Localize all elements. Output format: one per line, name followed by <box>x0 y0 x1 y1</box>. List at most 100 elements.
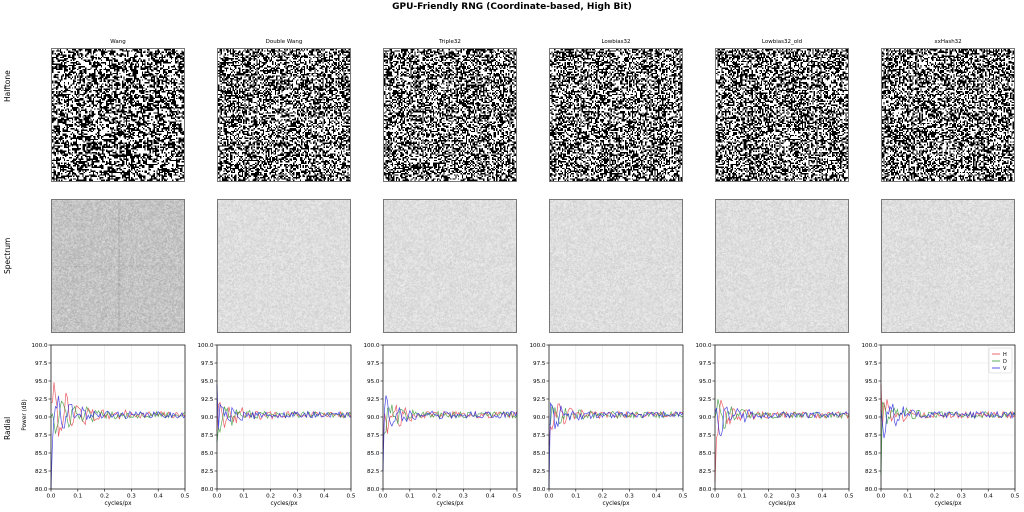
y-tick-label: 100.0 <box>31 343 47 349</box>
plot-frame <box>880 344 1016 490</box>
x-axis-label: cycles/px <box>602 501 630 507</box>
y-tick-label: 95.0 <box>35 379 48 385</box>
x-tick-label: 0.5 <box>1011 494 1020 500</box>
x-tick-label: 0.3 <box>127 494 136 500</box>
x-axis-label: cycles/px <box>270 501 298 507</box>
plot-frame <box>216 344 352 490</box>
y-tick-label: 85.0 <box>367 451 380 457</box>
y-tick-label: 87.5 <box>865 433 878 439</box>
column-title-double-wang: Double Wang <box>265 39 303 45</box>
radial-plot: 80.0 82.5 85.0 87.5 90.0 92.5 95.0 97.5 100.0 0.0… <box>197 343 355 507</box>
radial-plot: 80.0 82.5 85.0 87.5 90.0 92.5 95.0 97.5 100.0 0.0… <box>22 343 190 507</box>
x-tick-label: 0.4 <box>984 494 993 500</box>
y-tick-label: 97.5 <box>865 361 878 367</box>
y-tick-label: 97.5 <box>367 361 380 367</box>
y-tick-label: 85.0 <box>699 451 712 457</box>
y-tick-label: 80.0 <box>865 487 878 493</box>
y-tick-label: 92.5 <box>533 397 546 403</box>
y-tick-label: 80.0 <box>367 487 380 493</box>
y-tick-label: 92.5 <box>367 397 380 403</box>
series-line-v <box>216 384 352 429</box>
legend-box <box>988 347 1013 374</box>
plot-frame <box>50 344 186 490</box>
radial-plot: 80.0 82.5 85.0 87.5 90.0 92.5 95.0 97.5 100.0 0.0… <box>529 343 687 507</box>
y-tick-label: 82.5 <box>865 469 878 475</box>
spectrum-image <box>881 199 1015 333</box>
x-tick-label: 0.5 <box>845 494 854 500</box>
halftone-image <box>383 48 517 182</box>
spectrum-image <box>715 199 849 333</box>
x-tick-label: 0.0 <box>545 494 554 500</box>
x-tick-label: 0.2 <box>764 494 773 500</box>
y-tick-label: 82.5 <box>201 469 214 475</box>
x-tick-label: 0.5 <box>347 494 356 500</box>
x-tick-label: 0.0 <box>47 494 56 500</box>
x-tick-label: 0.0 <box>379 494 388 500</box>
halftone-image <box>715 48 849 182</box>
x-tick-label: 0.5 <box>513 494 522 500</box>
y-tick-label: 82.5 <box>533 469 546 475</box>
y-tick-label: 97.5 <box>533 361 546 367</box>
column-title-wang: Wang <box>110 39 126 45</box>
y-tick-label: 97.5 <box>201 361 214 367</box>
series-line-d <box>50 400 186 434</box>
series-line-h <box>548 403 684 446</box>
y-tick-label: 85.0 <box>201 451 214 457</box>
spectrum-image <box>217 199 351 333</box>
spectrum-image <box>51 199 185 333</box>
x-axis-label: cycles/px <box>104 501 132 507</box>
legend-label-v: V <box>1003 366 1007 372</box>
row-label-halftone: Halftone <box>3 70 12 102</box>
series-line-h <box>880 384 1016 427</box>
x-tick-label: 0.0 <box>877 494 886 500</box>
x-tick-label: 0.3 <box>791 494 800 500</box>
y-tick-label: 92.5 <box>35 397 48 403</box>
x-tick-label: 0.2 <box>266 494 275 500</box>
y-tick-label: 85.0 <box>35 451 48 457</box>
x-tick-label: 0.4 <box>320 494 329 500</box>
y-tick-label: 80.0 <box>201 487 214 493</box>
x-tick-label: 0.1 <box>903 494 912 500</box>
y-tick-label: 80.0 <box>533 487 546 493</box>
y-tick-label: 85.0 <box>533 451 546 457</box>
y-tick-label: 90.0 <box>201 415 214 421</box>
radial-plot: 80.0 82.5 85.0 87.5 90.0 92.5 95.0 97.5 100.0 0.0… <box>695 343 853 507</box>
x-tick-label: 0.0 <box>711 494 720 500</box>
series-line-v <box>714 406 850 437</box>
y-tick-label: 92.5 <box>699 397 712 403</box>
y-tick-label: 87.5 <box>533 433 546 439</box>
column-title-lowbias32: Lowbias32 <box>601 39 631 45</box>
column-title-xxhash32: xxHash32 <box>934 39 962 45</box>
x-tick-label: 0.3 <box>459 494 468 500</box>
x-tick-label: 0.2 <box>930 494 939 500</box>
y-tick-label: 90.0 <box>367 415 380 421</box>
x-tick-label: 0.0 <box>213 494 222 500</box>
y-axis-label: Power (dB) <box>22 399 28 431</box>
y-tick-label: 87.5 <box>201 433 214 439</box>
series-line-d <box>382 404 518 436</box>
y-tick-label: 100.0 <box>861 343 877 349</box>
x-tick-label: 0.3 <box>293 494 302 500</box>
series-line-d <box>216 406 352 443</box>
y-tick-label: 100.0 <box>197 343 213 349</box>
series-line-v <box>880 403 1016 439</box>
plot-frame <box>382 344 518 490</box>
y-tick-label: 95.0 <box>533 379 546 385</box>
x-tick-label: 0.2 <box>432 494 441 500</box>
plot-frame <box>548 344 684 490</box>
y-tick-label: 95.0 <box>865 379 878 385</box>
x-tick-label: 0.1 <box>73 494 82 500</box>
figure-title: GPU-Friendly RNG (Coordinate-based, High… <box>392 2 632 12</box>
series-line-h <box>382 404 518 450</box>
y-tick-label: 92.5 <box>865 397 878 403</box>
halftone-image <box>51 48 185 182</box>
plot-frame <box>714 344 850 490</box>
x-tick-label: 0.5 <box>679 494 688 500</box>
x-tick-label: 0.3 <box>957 494 966 500</box>
series-line-h <box>50 382 186 437</box>
radial-plot: 80.0 82.5 85.0 87.5 90.0 92.5 95.0 97.5 100.0 0.0… <box>363 343 521 507</box>
x-tick-label: 0.4 <box>154 494 163 500</box>
y-tick-label: 92.5 <box>201 397 214 403</box>
x-tick-label: 0.4 <box>652 494 661 500</box>
legend-label-d: D <box>1003 359 1007 365</box>
